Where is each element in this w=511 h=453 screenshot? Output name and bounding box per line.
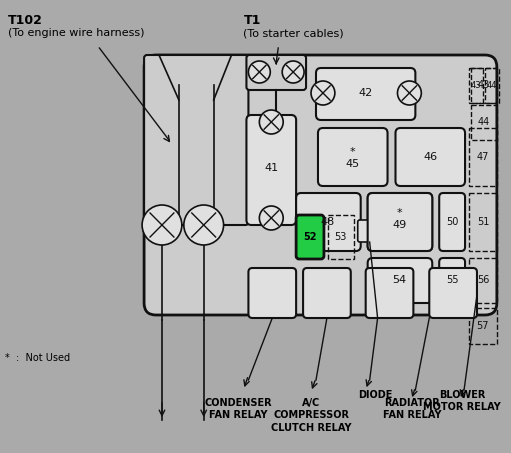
Circle shape — [260, 110, 283, 134]
Text: *: * — [350, 147, 356, 157]
Text: T102: T102 — [8, 14, 43, 27]
FancyBboxPatch shape — [429, 268, 477, 318]
FancyBboxPatch shape — [358, 220, 382, 242]
FancyBboxPatch shape — [396, 128, 465, 186]
Text: 41: 41 — [264, 163, 278, 173]
Text: BLOWER
MOTOR RELAY: BLOWER MOTOR RELAY — [423, 390, 501, 412]
FancyBboxPatch shape — [248, 268, 296, 318]
Text: T1: T1 — [243, 14, 261, 27]
Text: 54: 54 — [392, 275, 407, 285]
Text: 49: 49 — [392, 220, 407, 230]
Circle shape — [142, 205, 182, 245]
FancyBboxPatch shape — [439, 258, 465, 303]
FancyBboxPatch shape — [144, 55, 248, 225]
Bar — [471, 105, 497, 140]
Text: 44: 44 — [486, 81, 497, 90]
Bar — [469, 68, 483, 103]
FancyBboxPatch shape — [439, 193, 465, 251]
Bar — [469, 258, 497, 303]
Bar — [469, 128, 497, 186]
Bar — [469, 193, 497, 251]
Text: 44: 44 — [478, 117, 490, 127]
FancyBboxPatch shape — [246, 115, 296, 225]
Circle shape — [248, 61, 270, 83]
Text: 56: 56 — [477, 275, 489, 285]
Text: 48: 48 — [321, 217, 335, 227]
Circle shape — [184, 205, 224, 245]
FancyBboxPatch shape — [296, 193, 361, 251]
Text: 51: 51 — [477, 217, 489, 227]
Text: (To engine wire harness): (To engine wire harness) — [8, 28, 145, 38]
Text: 53: 53 — [335, 232, 347, 242]
FancyBboxPatch shape — [303, 268, 351, 318]
FancyBboxPatch shape — [246, 55, 306, 90]
Bar — [469, 308, 497, 344]
Text: (To starter cables): (To starter cables) — [243, 28, 344, 38]
Text: 50: 50 — [446, 217, 458, 227]
Circle shape — [282, 61, 304, 83]
Text: *: * — [397, 208, 402, 218]
Circle shape — [311, 81, 335, 105]
Text: 52: 52 — [304, 232, 317, 242]
FancyBboxPatch shape — [368, 258, 432, 303]
Text: A/C
COMPRESSOR
CLUTCH RELAY: A/C COMPRESSOR CLUTCH RELAY — [271, 398, 351, 433]
Text: 43: 43 — [478, 80, 490, 90]
Circle shape — [260, 206, 283, 230]
FancyBboxPatch shape — [316, 68, 415, 120]
Text: 57: 57 — [477, 321, 489, 331]
Circle shape — [398, 81, 422, 105]
Bar — [485, 68, 499, 103]
Text: 46: 46 — [423, 152, 437, 162]
Text: 45: 45 — [346, 159, 360, 169]
Text: 43: 43 — [471, 81, 481, 90]
FancyBboxPatch shape — [366, 268, 413, 318]
Text: RADIATOR
FAN RELAY: RADIATOR FAN RELAY — [383, 398, 442, 420]
FancyBboxPatch shape — [296, 215, 324, 259]
Text: 42: 42 — [359, 88, 373, 98]
Text: 47: 47 — [477, 152, 489, 162]
FancyBboxPatch shape — [368, 193, 432, 251]
Text: 55: 55 — [446, 275, 458, 285]
FancyBboxPatch shape — [368, 193, 432, 251]
Bar — [328, 215, 354, 259]
Text: DIODE: DIODE — [358, 390, 393, 400]
Text: *  :  Not Used: * : Not Used — [5, 353, 70, 363]
FancyBboxPatch shape — [144, 55, 497, 315]
FancyBboxPatch shape — [318, 128, 387, 186]
Text: CONDENSER
FAN RELAY: CONDENSER FAN RELAY — [205, 398, 272, 420]
Bar — [471, 68, 497, 103]
